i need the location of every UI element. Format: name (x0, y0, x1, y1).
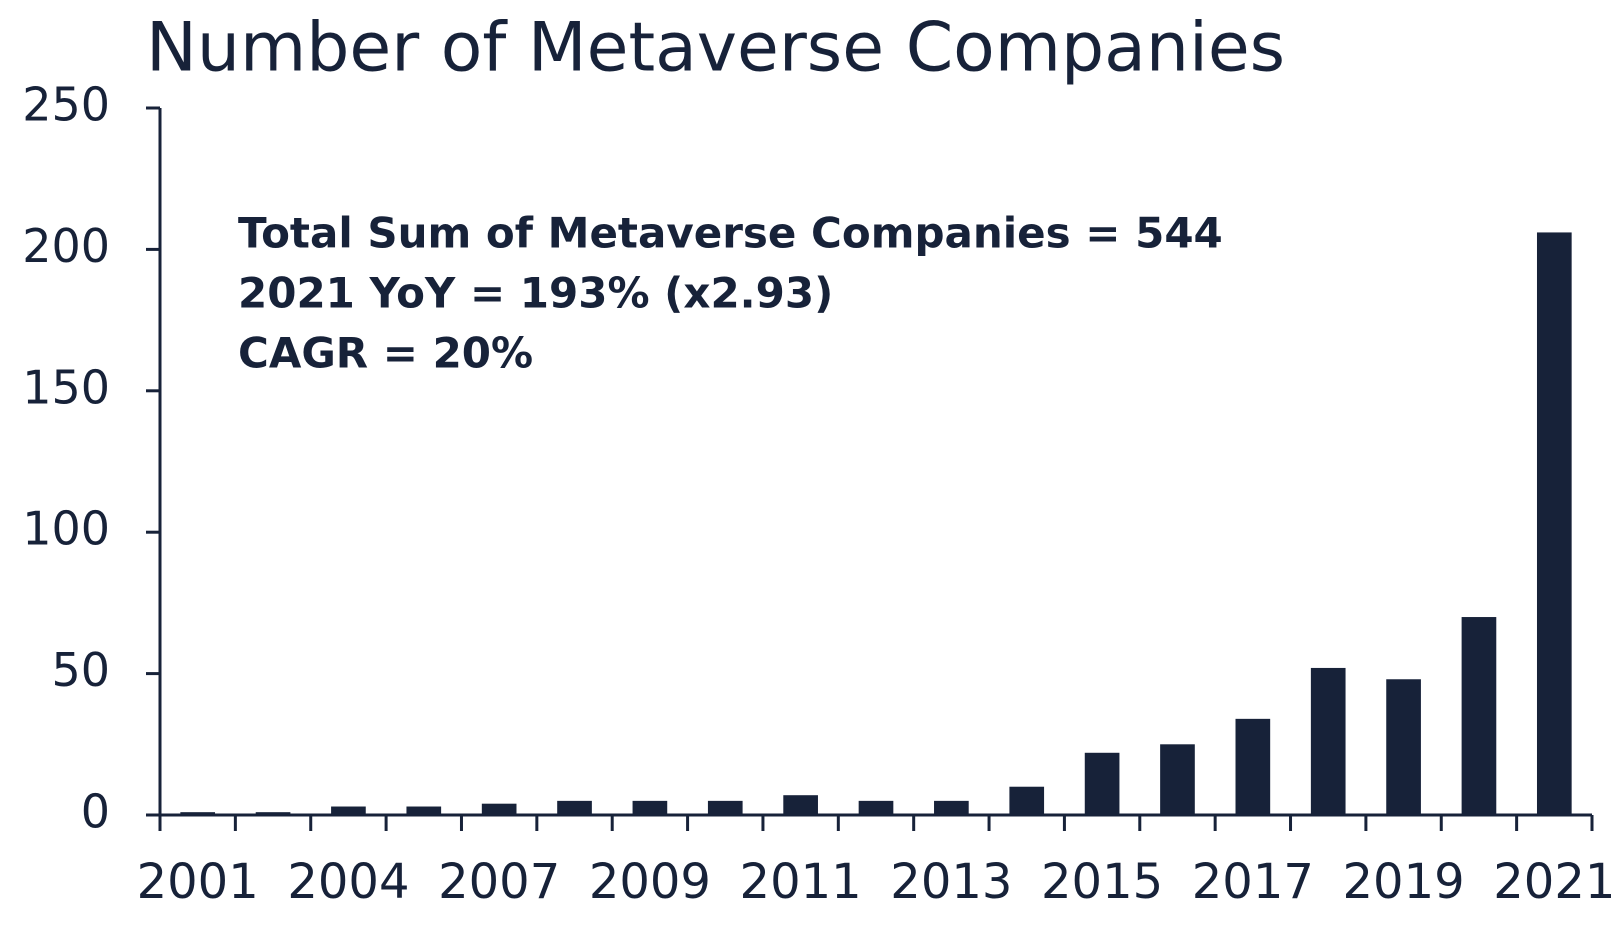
bar (1084, 752, 1120, 815)
x-tick-label: 2019 (1343, 854, 1465, 910)
x-tick-label: 2015 (1041, 854, 1163, 910)
bar (1386, 679, 1421, 815)
bar (1310, 667, 1346, 815)
y-tick-label: 200 (22, 219, 110, 273)
bar (934, 800, 969, 815)
annotation: Total Sum of Metaverse Companies = 544 (238, 209, 1223, 258)
bar (707, 800, 743, 815)
x-tick-label: 2011 (740, 854, 862, 910)
bar (180, 812, 216, 815)
x-tick-label: 2007 (438, 854, 560, 910)
y-tick-label: 0 (81, 785, 110, 839)
bar (255, 812, 291, 815)
y-tick-label: 100 (22, 502, 110, 556)
bar (331, 806, 366, 815)
bar (858, 800, 894, 815)
y-tick-label: 150 (22, 360, 110, 414)
bar (1235, 718, 1271, 815)
x-tick-label: 2021 (1493, 854, 1615, 910)
bar (632, 800, 668, 815)
x-tick-label: 2009 (589, 854, 711, 910)
annotation: CAGR = 20% (238, 329, 533, 378)
bar (481, 803, 517, 815)
y-tick-label: 50 (51, 643, 110, 697)
x-tick-label: 2013 (890, 854, 1012, 910)
bar (783, 795, 818, 815)
x-tick-label: 2017 (1192, 854, 1314, 910)
bar (1461, 617, 1497, 815)
bar (1160, 744, 1195, 815)
bar (1009, 786, 1045, 815)
chart-title: Number of Metaverse Companies (146, 9, 1285, 88)
bar (557, 800, 592, 815)
bar (1536, 232, 1572, 815)
x-tick-label: 2001 (137, 854, 259, 910)
annotation: 2021 YoY = 193% (x2.93) (238, 269, 833, 318)
bar (406, 806, 442, 815)
x-tick-label: 2004 (287, 854, 409, 910)
y-tick-label: 250 (22, 78, 110, 132)
